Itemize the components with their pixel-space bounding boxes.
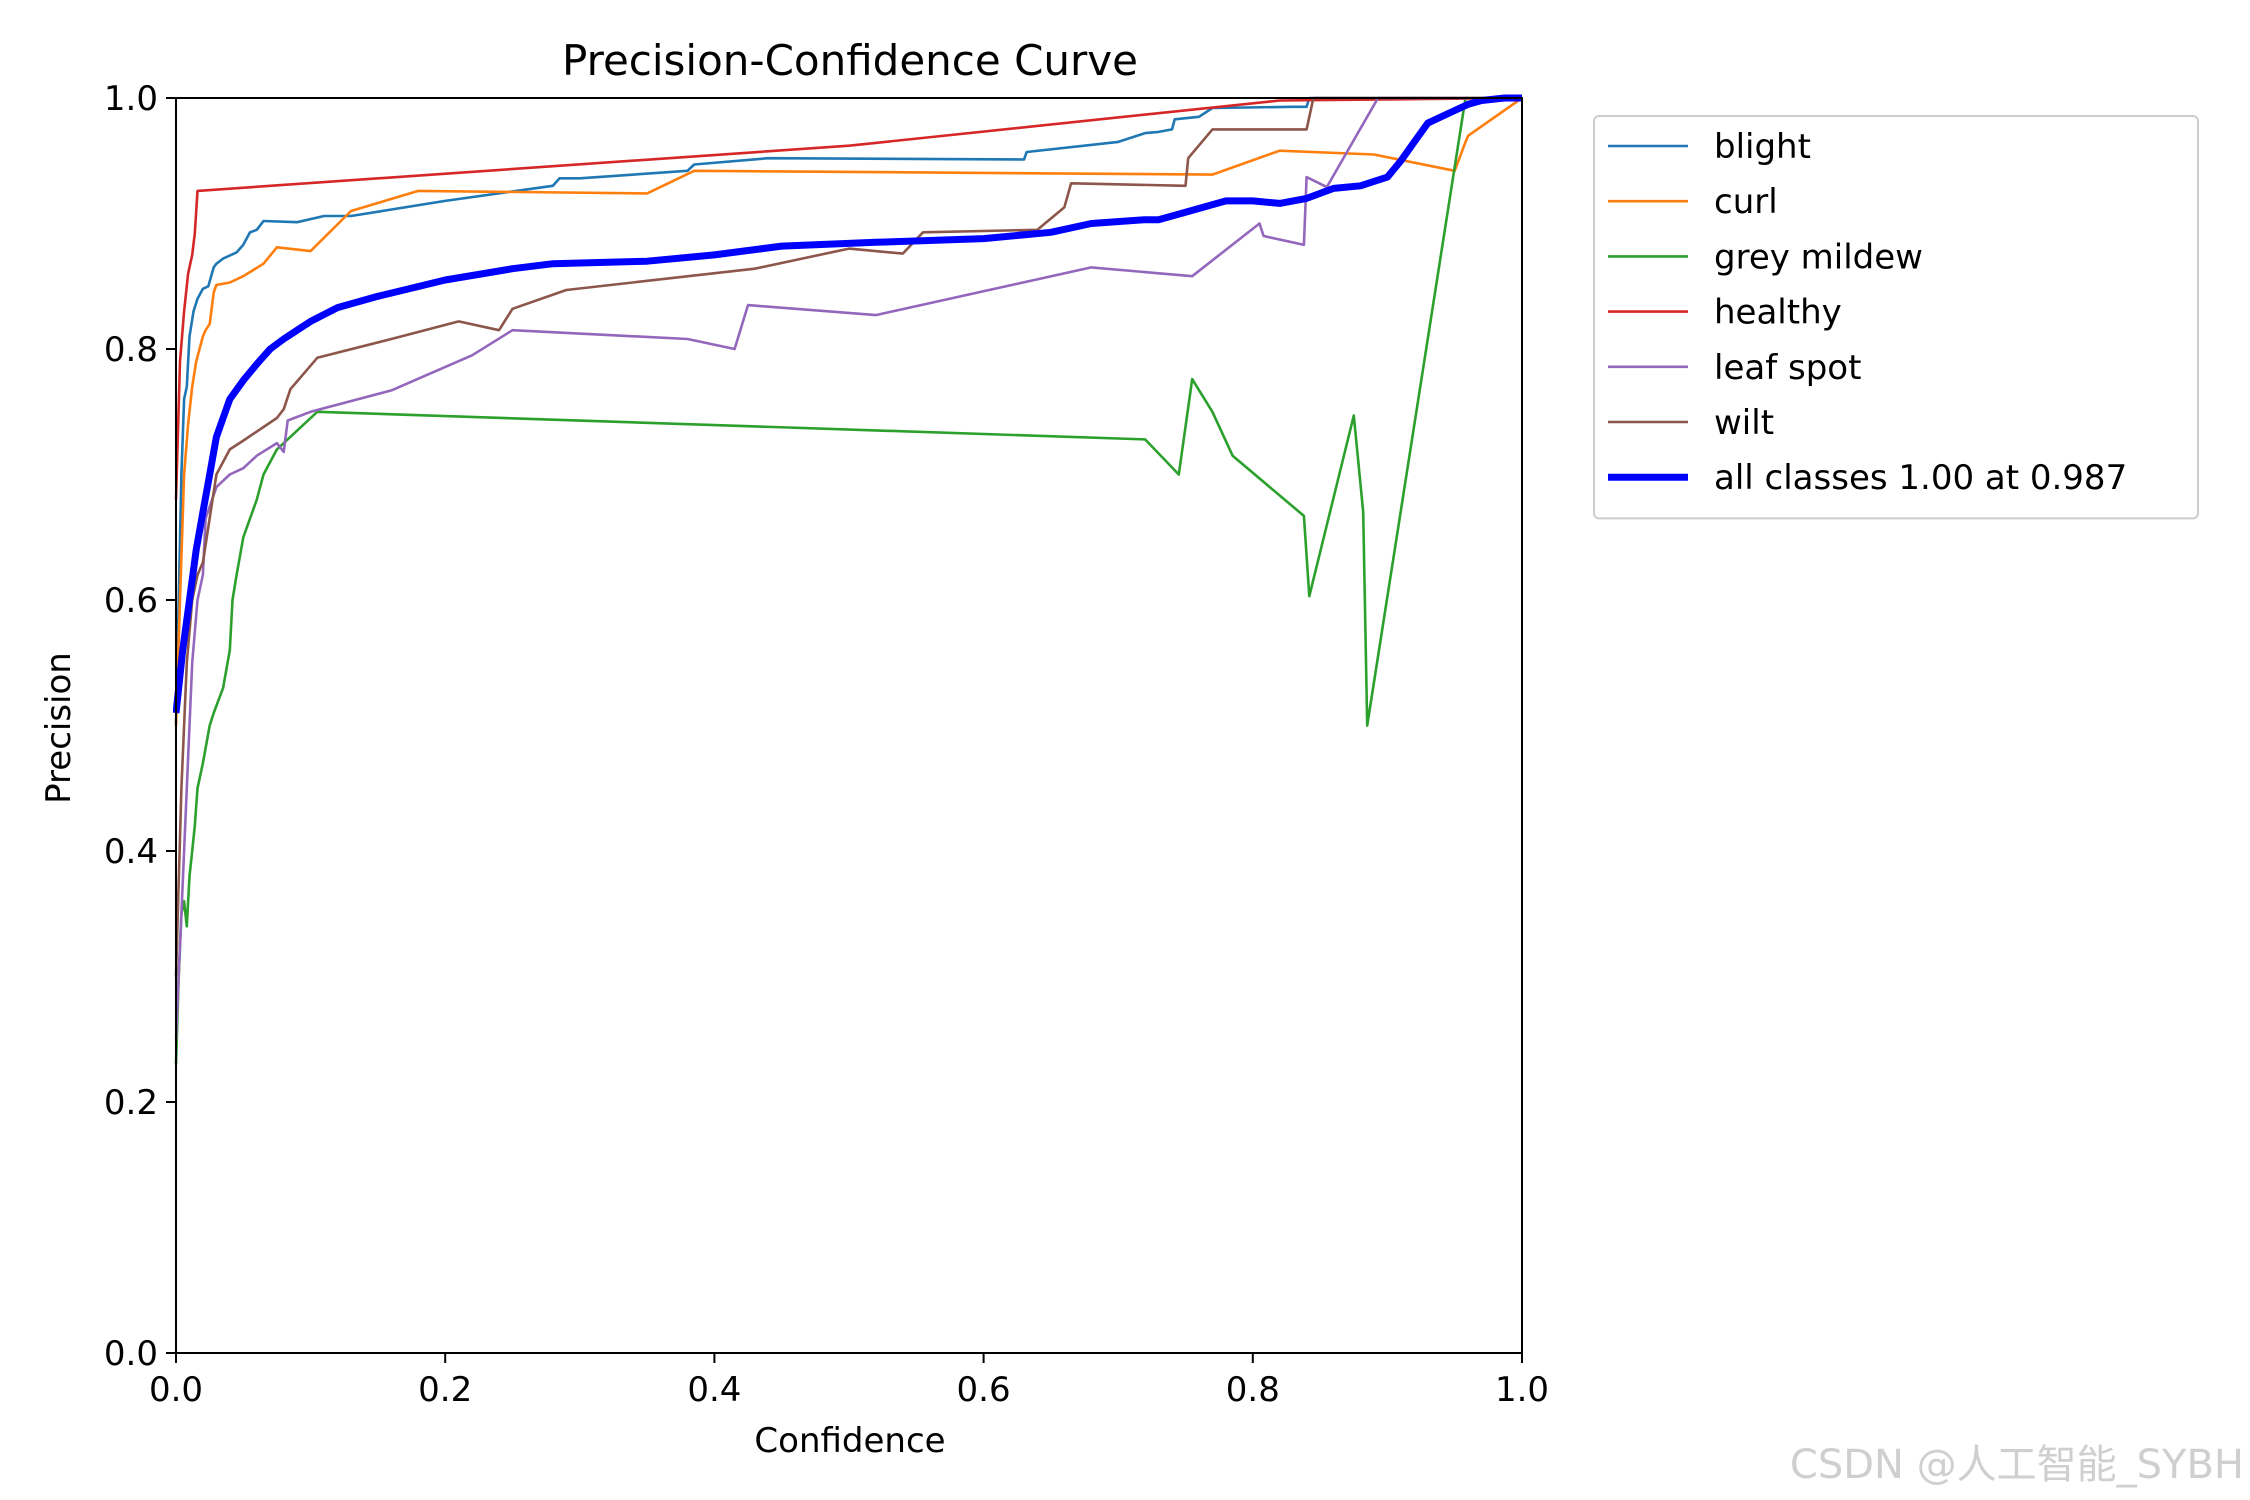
series-line-grey-mildew xyxy=(174,96,1522,1065)
series-line-all-classes-1-00-at-0-987 xyxy=(173,94,1522,714)
y-tick-label: 0.4 xyxy=(104,832,158,872)
x-axis-ticks: 0.0 0.2 0.4 0.6 0.8 1.0 xyxy=(149,1353,1549,1410)
y-axis-ticks: 0.0 0.2 0.4 0.6 0.8 1.0 xyxy=(104,79,176,1374)
series-layer xyxy=(173,94,1523,1065)
series-line-curl xyxy=(174,96,1523,726)
watermark: CSDN @人工智能_SYBH xyxy=(1789,1442,2244,1488)
y-tick-label: 1.0 xyxy=(104,79,158,119)
y-tick-label: 0.8 xyxy=(104,330,158,370)
series-line-leaf-spot xyxy=(174,96,1522,1040)
plot-frame xyxy=(175,97,1523,1354)
legend-label: healthy xyxy=(1714,293,1842,333)
legend-box xyxy=(1593,115,2199,520)
legend-label: leaf spot xyxy=(1714,348,1861,388)
x-tick-label: 0.8 xyxy=(1226,1370,1280,1410)
x-tick-label: 0.0 xyxy=(149,1370,203,1410)
x-tick-label: 0.4 xyxy=(687,1370,741,1410)
y-tick-label: 0.0 xyxy=(104,1334,158,1374)
chart-title: Precision-Confidence Curve xyxy=(562,36,1138,85)
legend-label: blight xyxy=(1714,127,1811,167)
legend: blight curl grey mildew healthy leaf spot wil… xyxy=(1593,115,2199,520)
legend-label: all classes 1.00 at 0.987 xyxy=(1714,458,2127,498)
y-axis-label: Precision xyxy=(39,652,79,804)
x-tick-label: 0.6 xyxy=(957,1370,1011,1410)
y-tick-label: 0.6 xyxy=(104,581,158,621)
legend-label: wilt xyxy=(1714,403,1774,443)
series-line-healthy xyxy=(174,96,1523,500)
series-line-wilt xyxy=(174,96,1522,977)
x-tick-label: 1.0 xyxy=(1495,1370,1549,1410)
series-line-blight xyxy=(174,96,1522,726)
x-axis-label: Confidence xyxy=(754,1421,945,1461)
legend-label: grey mildew xyxy=(1714,237,1923,277)
legend-label: curl xyxy=(1714,182,1778,222)
x-tick-label: 0.2 xyxy=(418,1370,472,1410)
y-tick-label: 0.2 xyxy=(104,1083,158,1123)
